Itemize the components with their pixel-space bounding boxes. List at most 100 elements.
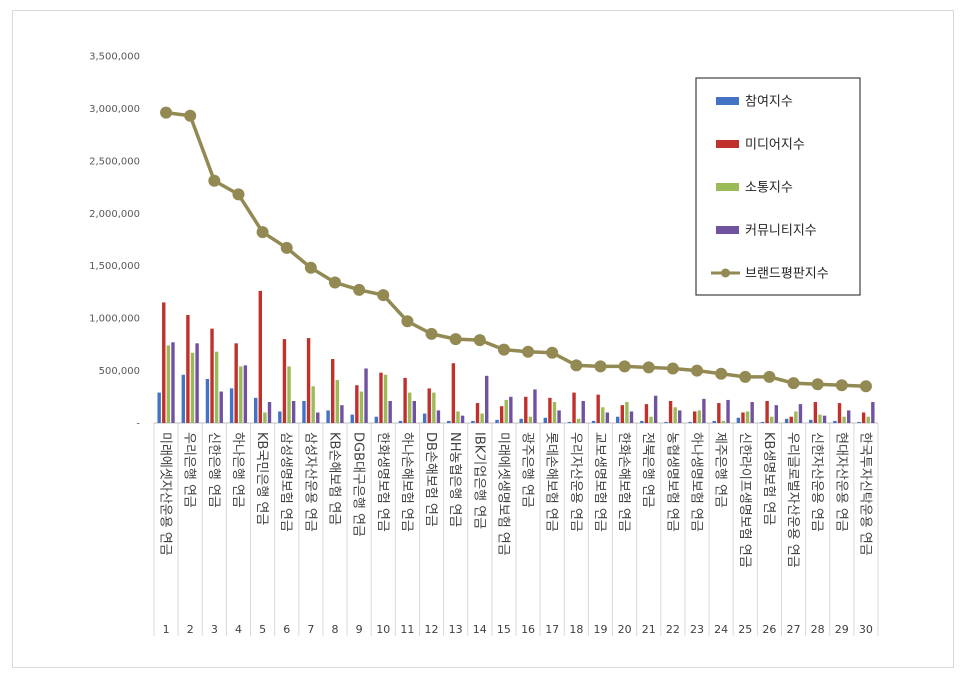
- bar-소통지수: [335, 380, 339, 423]
- line-point-브랜드평판지수: [304, 261, 317, 274]
- bar-참여지수: [374, 416, 379, 423]
- category-number: 19: [593, 623, 607, 636]
- line-point-브랜드평판지수: [811, 378, 824, 391]
- bar-참여지수: [736, 417, 741, 423]
- category-number: 5: [259, 623, 266, 636]
- line-point-브랜드평판지수: [594, 360, 607, 373]
- category-label: 제주은행 연금: [713, 432, 729, 508]
- bar-소통지수: [673, 407, 677, 423]
- category-label: 삼성자산운용 연금: [302, 432, 317, 532]
- category-number: 7: [307, 623, 314, 636]
- bar-소통지수: [601, 407, 605, 423]
- category-number: 11: [400, 623, 414, 636]
- category-number: 10: [376, 623, 390, 636]
- category-number: 6: [283, 623, 290, 636]
- bar-소통지수: [432, 392, 436, 423]
- bar-커뮤니티지수: [267, 402, 272, 423]
- category-label: 하나은행 연금: [230, 432, 246, 508]
- category-number: 9: [356, 623, 363, 636]
- category-number: 1: [163, 623, 170, 636]
- bar-커뮤니티지수: [605, 412, 610, 423]
- bar-소통지수: [408, 392, 412, 423]
- category-number: 28: [811, 623, 825, 636]
- bar-미디어지수: [306, 338, 311, 423]
- bar-커뮤니티지수: [316, 412, 320, 423]
- bar-커뮤니티지수: [340, 405, 344, 423]
- bar-참여지수: [616, 416, 620, 423]
- category-label: 한국투자신탁운용 연금: [857, 432, 872, 556]
- bar-소통지수: [214, 351, 219, 423]
- bar-참여지수: [664, 421, 668, 423]
- bar-커뮤니티지수: [509, 396, 513, 423]
- line-point-브랜드평판지수: [739, 370, 752, 383]
- line-point-브랜드평판지수: [329, 276, 341, 289]
- bar-참여지수: [422, 413, 427, 423]
- category-number: 17: [545, 623, 559, 636]
- bar-미디어지수: [379, 372, 383, 423]
- line-point-브랜드평판지수: [208, 174, 221, 187]
- legend-label: 소통지수: [745, 181, 793, 196]
- bar-커뮤니티지수: [171, 342, 175, 423]
- bar-미디어지수: [644, 404, 649, 423]
- y-tick-label: 3,500,000: [89, 52, 140, 63]
- line-point-브랜드평판지수: [691, 364, 703, 377]
- bar-커뮤니티지수: [774, 405, 778, 423]
- bar-미디어지수: [282, 339, 287, 423]
- category-number: 18: [569, 623, 583, 636]
- bar-미디어지수: [668, 400, 673, 423]
- bar-참여지수: [302, 400, 306, 423]
- bar-커뮤니티지수: [291, 400, 296, 423]
- category-label: 광주은행 연금: [520, 432, 536, 508]
- bar-커뮤니티지수: [798, 404, 803, 423]
- category-number: 15: [497, 623, 511, 636]
- category-number: 22: [666, 623, 680, 636]
- bar-소통지수: [842, 416, 846, 423]
- category-label: DGB대구은행 연금: [351, 432, 367, 537]
- category-label: 현대자산운용 연금: [833, 432, 848, 532]
- category-number: 20: [618, 623, 632, 636]
- legend-label: 커뮤니티지수: [745, 224, 817, 239]
- bar-참여지수: [519, 418, 523, 423]
- bar-참여지수: [784, 418, 789, 423]
- line-point-브랜드평판지수: [787, 377, 800, 390]
- bar-참여지수: [471, 420, 475, 423]
- bar-미디어지수: [258, 290, 262, 423]
- category-label: 롯데손해보험 연금: [544, 432, 559, 532]
- category-label: 한화손해보험 연금: [616, 432, 631, 532]
- bar-커뮤니티지수: [388, 400, 392, 423]
- bar-참여지수: [712, 420, 716, 423]
- line-point-브랜드평판지수: [497, 343, 510, 356]
- category-number: 12: [425, 623, 439, 636]
- bar-참여지수: [760, 421, 765, 423]
- bar-소통지수: [166, 345, 171, 423]
- category-number: 24: [714, 623, 728, 636]
- category-label: 전북은행 연금: [640, 432, 656, 508]
- line-point-브랜드평판지수: [715, 367, 728, 380]
- y-tick-label: -: [136, 419, 140, 430]
- category-label: 미래에셋자산운용 연금: [158, 432, 173, 556]
- bar-참여지수: [254, 397, 258, 423]
- category-number: 23: [690, 623, 704, 636]
- line-point-브랜드평판지수: [522, 345, 535, 358]
- line-point-브랜드평판지수: [449, 333, 462, 346]
- category-label: 우리자산운용 연금: [568, 432, 583, 532]
- line-point-브랜드평판지수: [570, 359, 583, 372]
- legend-swatch-참여지수: [716, 97, 739, 105]
- line-point-브랜드평판지수: [546, 346, 559, 359]
- bar-참여지수: [640, 420, 644, 423]
- category-label: KB생명보험 연금: [761, 432, 776, 525]
- bar-미디어지수: [331, 359, 335, 423]
- bar-참여지수: [350, 414, 354, 423]
- y-tick-label: 1,500,000: [89, 261, 140, 272]
- bar-커뮤니티지수: [629, 411, 634, 423]
- category-number: 30: [859, 623, 873, 636]
- legend-label: 미디어지수: [745, 138, 805, 153]
- bar-참여지수: [495, 419, 499, 423]
- bar-미디어지수: [813, 402, 818, 423]
- y-tick-label: 3,000,000: [89, 104, 140, 115]
- bar-미디어지수: [427, 388, 431, 423]
- category-number: 8: [332, 623, 339, 636]
- bar-소통지수: [359, 391, 364, 423]
- category-label: 하나손해보험 연금: [399, 432, 414, 532]
- bar-커뮤니티지수: [557, 410, 561, 423]
